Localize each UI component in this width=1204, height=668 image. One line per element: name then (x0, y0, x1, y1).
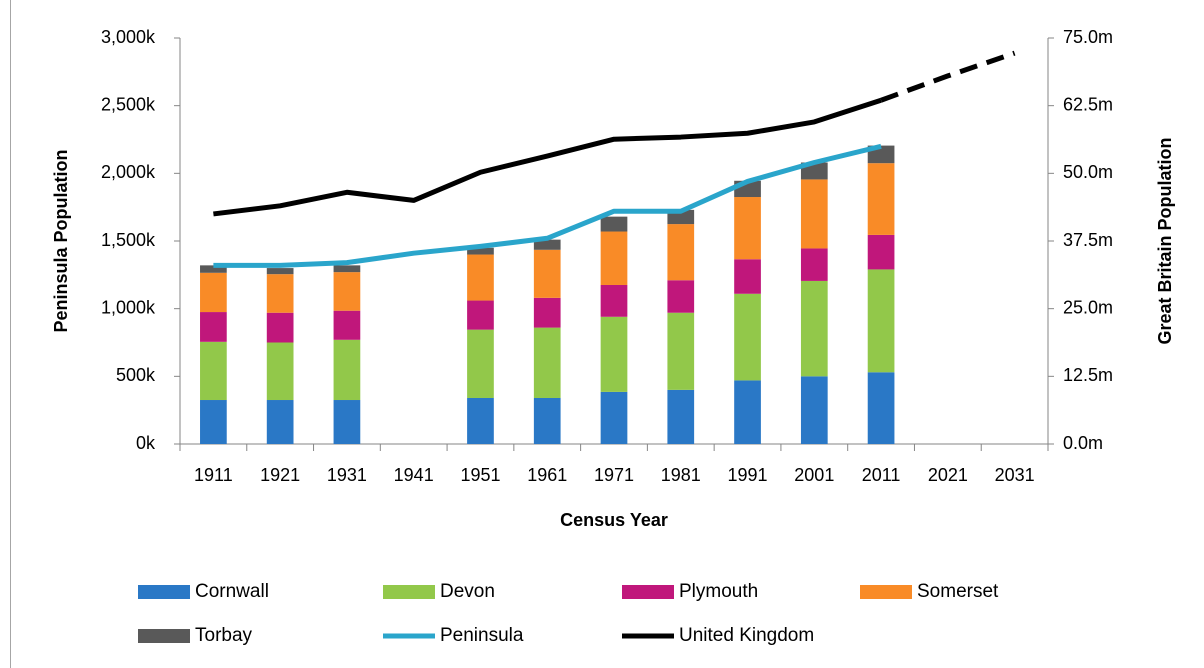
bar-segment (266, 342, 294, 401)
bar-segment (333, 265, 361, 273)
x-tick-label: 2001 (794, 465, 834, 485)
x-tick-label: 1911 (194, 465, 233, 485)
y2-tick-label: 62.5m (1063, 94, 1113, 114)
legend-swatch (138, 585, 190, 599)
y2-tick-label: 50.0m (1063, 162, 1113, 182)
x-tick-label: 1991 (728, 465, 768, 485)
x-tick-label: 1951 (460, 465, 500, 485)
y-tick-label: 2,500k (101, 94, 156, 114)
y2-tick-label: 75.0m (1063, 27, 1113, 47)
bar-segment (600, 231, 628, 285)
bar-segment (667, 312, 695, 390)
bar-segment (333, 400, 361, 444)
y2-tick-label: 12.5m (1063, 365, 1113, 385)
line-projection (880, 50, 1016, 103)
y-tick-label: 1,500k (101, 230, 156, 250)
y-tick-label: 0k (136, 433, 156, 453)
bar-segment (734, 259, 761, 294)
bar-segment (533, 397, 561, 444)
bar-segment (734, 197, 761, 260)
bar-segment (533, 327, 561, 398)
bar-segment (467, 254, 494, 301)
x-tick-label: 1921 (260, 465, 300, 485)
bar-segment (200, 312, 227, 342)
x-tick-label: 2021 (928, 465, 968, 485)
legend-swatch (860, 585, 912, 599)
y-axis-title: Peninsula Population (51, 149, 71, 332)
y-tick-label: 3,000k (101, 27, 156, 47)
y-tick-label: 2,000k (101, 162, 156, 182)
bar-segment (734, 293, 761, 381)
bar-segment (867, 372, 895, 444)
bar-segment (600, 391, 628, 444)
bar-segment (600, 284, 628, 317)
bar-segment (333, 272, 361, 311)
bar-segment (867, 269, 895, 373)
legend-swatch (622, 585, 674, 599)
y2-tick-label: 0.0m (1063, 433, 1103, 453)
y-tick-label: 1,000k (101, 297, 156, 317)
legend-label: Peninsula (440, 625, 524, 646)
bar-segment (533, 297, 561, 328)
y-tick-label: 500k (116, 365, 156, 385)
x-axis-title: Census Year (560, 510, 668, 530)
bar-segment (266, 312, 294, 343)
frame (10, 0, 11, 668)
line (213, 143, 882, 268)
bar-segment (200, 272, 227, 313)
legend-swatch (138, 629, 190, 643)
x-tick-label: 1981 (661, 465, 701, 485)
bar-segment (467, 247, 494, 255)
x-tick-label: 1931 (327, 465, 367, 485)
bar-segment (266, 268, 294, 275)
x-tick-label: 1941 (394, 465, 434, 485)
x-tick-label: 2031 (995, 465, 1035, 485)
bar-segment (200, 341, 227, 401)
bar-segment (333, 310, 361, 340)
bar-segment (600, 216, 628, 232)
y2-tick-label: 37.5m (1063, 230, 1113, 250)
bar-segment (667, 280, 695, 313)
y2-tick-label: 25.0m (1063, 297, 1113, 317)
bar-segment (667, 389, 695, 444)
bar-segment (533, 249, 561, 298)
bar-segment (200, 400, 227, 444)
line (213, 97, 882, 217)
bar-segment (467, 329, 494, 398)
bar-segment (266, 274, 294, 313)
bar-segment (800, 179, 828, 249)
x-tick-label: 1961 (527, 465, 567, 485)
bar-segment (200, 265, 227, 273)
legend-label: Cornwall (195, 581, 269, 602)
y2-axis-title: Great Britain Population (1155, 137, 1175, 344)
legend-label: Somerset (917, 581, 999, 602)
bar-segment (467, 300, 494, 330)
bar-segment (867, 163, 895, 235)
legend-label: Devon (440, 581, 495, 602)
bar-segment (734, 380, 761, 444)
bar-segment (800, 280, 828, 377)
bar-segment (800, 376, 828, 444)
bar-segment (867, 234, 895, 270)
bar-segment (600, 316, 628, 392)
bar-segment (800, 248, 828, 281)
bar-segment (266, 400, 294, 444)
bar-segment (333, 339, 361, 401)
bar-segment (467, 397, 494, 444)
x-tick-label: 2011 (862, 465, 901, 485)
legend-swatch (383, 585, 435, 599)
x-tick-label: 1971 (594, 465, 634, 485)
legend-label: Torbay (195, 625, 253, 646)
bar-segment (533, 239, 561, 250)
legend-label: Plymouth (679, 581, 758, 602)
bar-segment (667, 224, 695, 281)
legend-label: United Kingdom (679, 625, 814, 646)
